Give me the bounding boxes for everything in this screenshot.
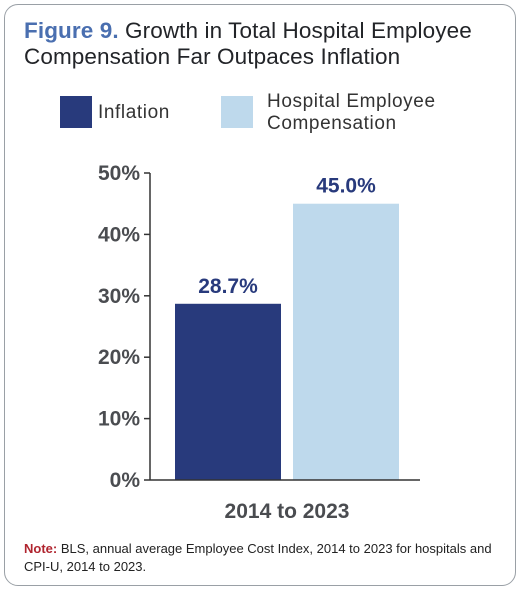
y-tick-label: 10% bbox=[98, 408, 140, 431]
y-tick-label: 0% bbox=[110, 469, 141, 492]
bar-data-label: 45.0% bbox=[316, 175, 376, 198]
chart-note: Note: BLS, annual average Employee Cost … bbox=[24, 540, 494, 576]
legend-label-compensation-line2: Compensation bbox=[267, 113, 397, 134]
x-axis: 2014 to 2023 bbox=[150, 479, 420, 523]
y-tick-label: 20% bbox=[98, 346, 140, 369]
legend-label-compensation-line1: Hospital Employee bbox=[267, 91, 436, 112]
figure-number: Figure 9. bbox=[24, 18, 119, 43]
note-label: Note: bbox=[24, 541, 58, 556]
chart-legend: Inflation Hospital Employee Compensation bbox=[60, 91, 500, 140]
legend-swatch-inflation bbox=[60, 96, 92, 128]
x-category-label: 2014 to 2023 bbox=[225, 500, 350, 523]
legend-label-inflation: Inflation bbox=[98, 102, 170, 123]
bar-inflation bbox=[175, 303, 281, 480]
y-tick-label: 40% bbox=[98, 223, 140, 246]
bar-data-label: 28.7% bbox=[198, 275, 258, 298]
note-text: BLS, annual average Employee Cost Index,… bbox=[24, 541, 492, 574]
y-axis: 0% 10% 20% 30% 40% 50% bbox=[98, 162, 151, 492]
y-tick-label: 30% bbox=[98, 285, 140, 308]
bars: 28.7% 45.0% bbox=[175, 175, 399, 480]
figure-title-text: Growth in Total Hospital Employee Compen… bbox=[24, 18, 472, 69]
y-tick-label: 50% bbox=[98, 162, 140, 185]
bar-compensation bbox=[293, 203, 399, 480]
figure-title: Figure 9. Growth in Total Hospital Emplo… bbox=[24, 18, 504, 70]
bar-chart: 0% 10% 20% 30% 40% 50% 28.7% 45.0% 2014 to 202… bbox=[98, 162, 420, 523]
legend-swatch-compensation bbox=[221, 96, 253, 128]
